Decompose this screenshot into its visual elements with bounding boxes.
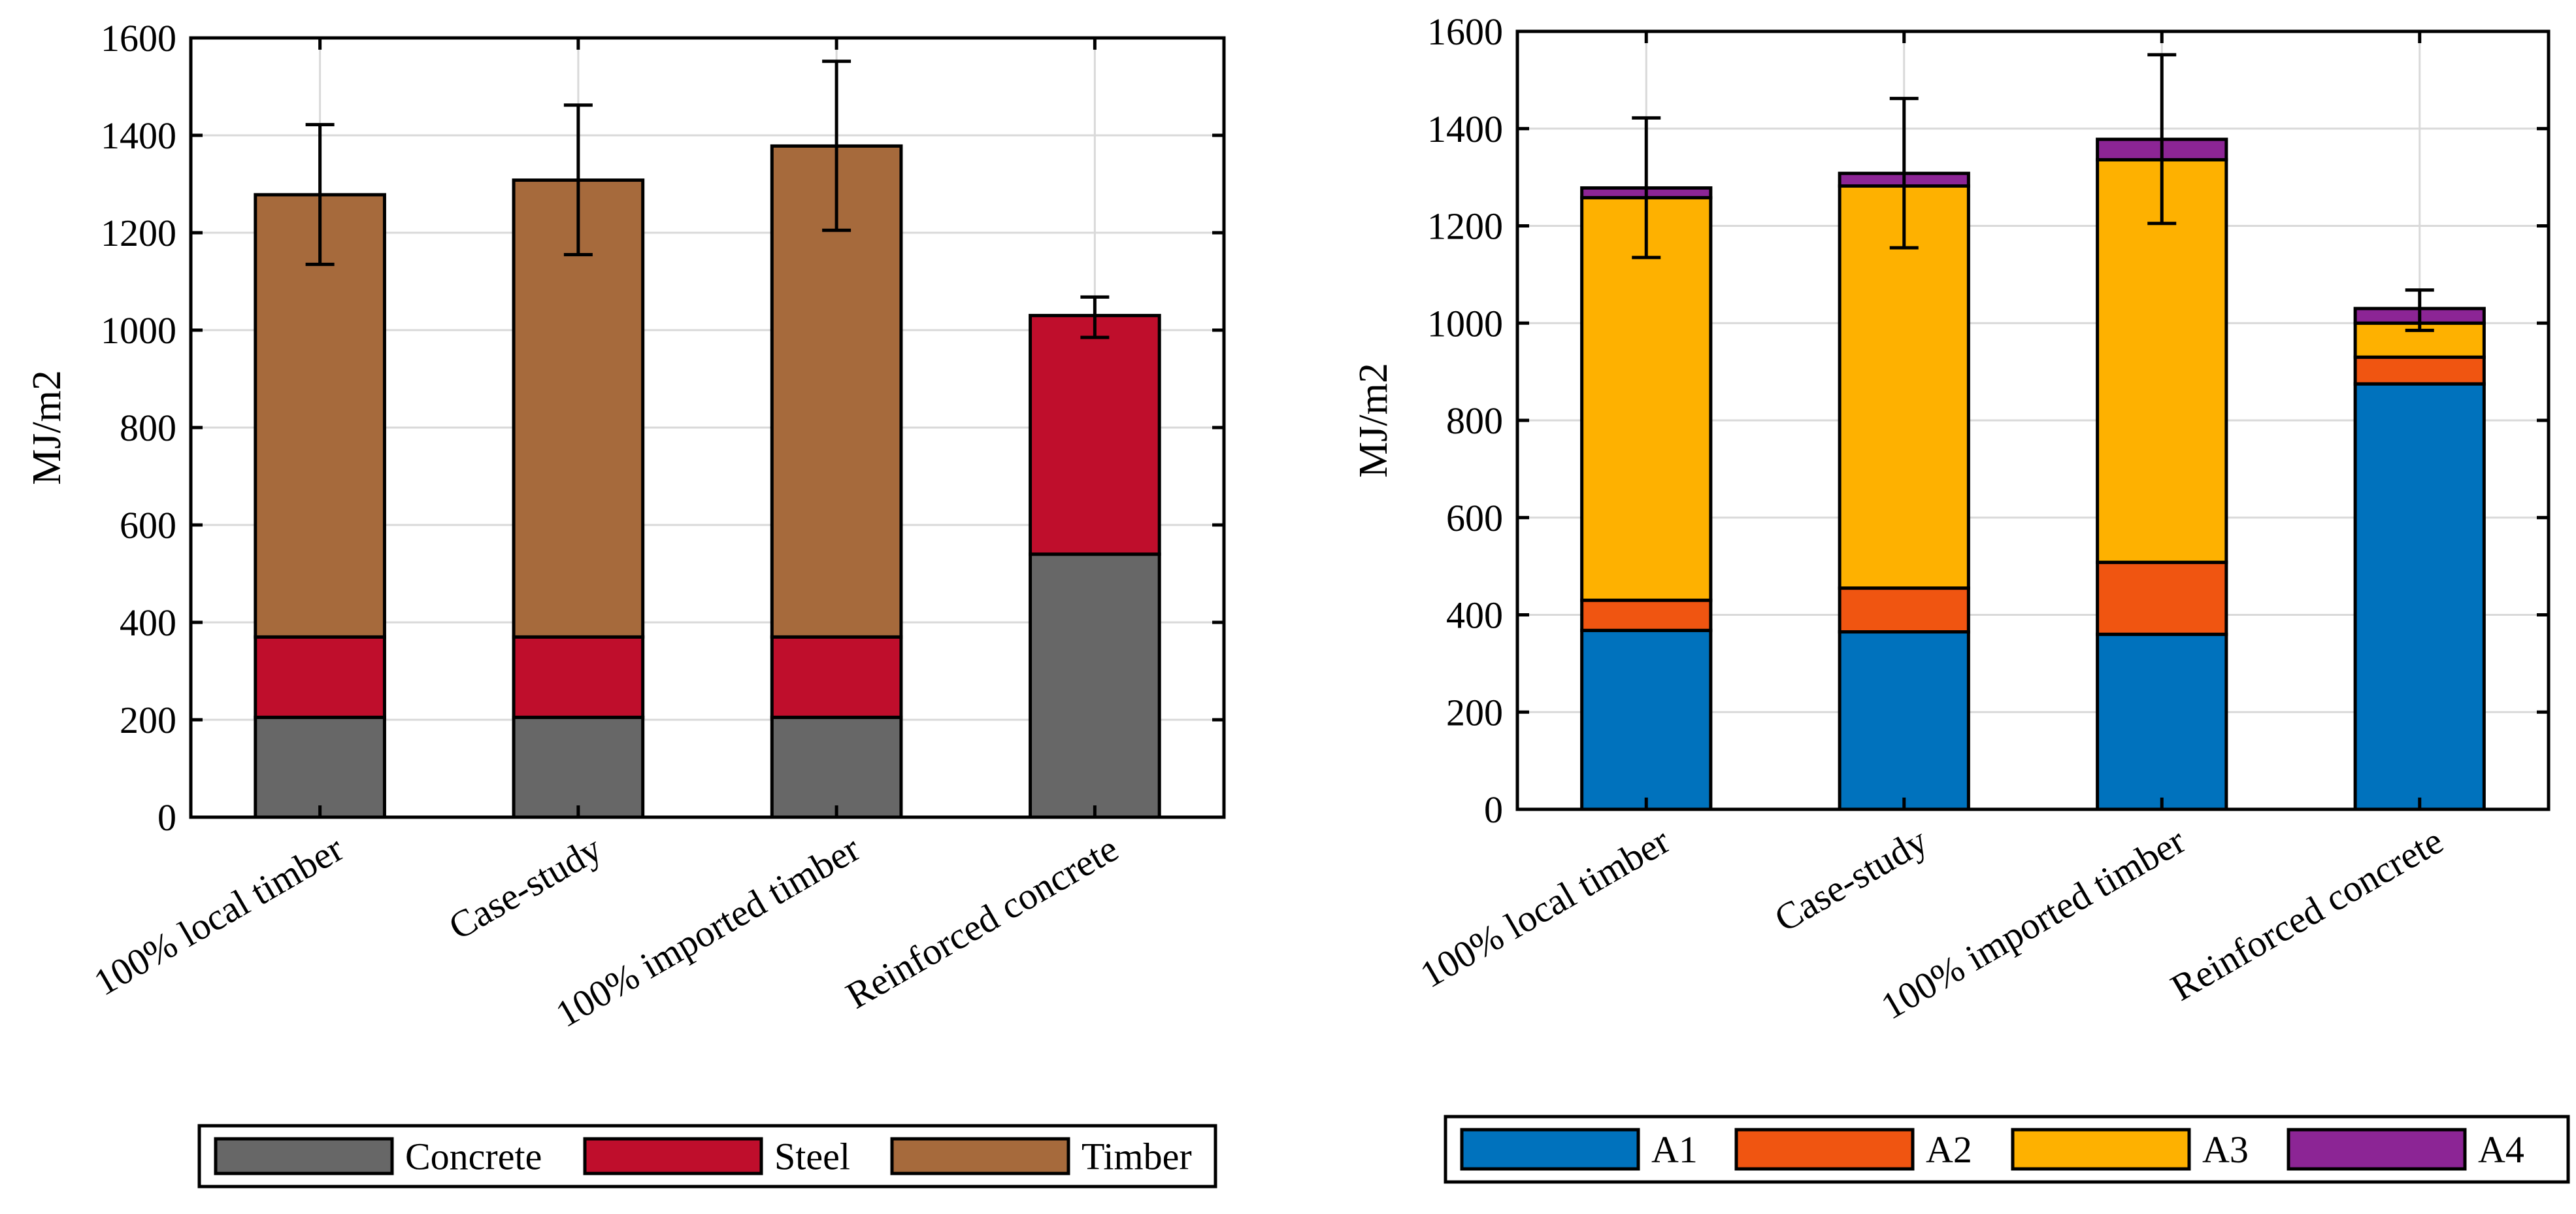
x-tick-label: 100% local timber: [87, 827, 351, 1004]
legend-label-a4: A4: [2478, 1128, 2524, 1171]
bar-a2: [1580, 598, 1713, 632]
bar-steel: [1029, 314, 1161, 556]
y-tick-label: 600: [120, 504, 176, 547]
legend-label-a2: A2: [1926, 1128, 1972, 1171]
chart-left: 0 200 400 600 800 1000 1200 1400 1600 100% local …: [25, 17, 1226, 1189]
legend-swatch-a4: [2287, 1128, 2467, 1171]
bar-a1: [1580, 628, 1713, 811]
y-axis-label: MJ/m2: [25, 370, 69, 485]
bar-concrete: [770, 715, 903, 819]
x-tick-label: 100% local timber: [1413, 819, 1677, 996]
legend-swatch-timber: [890, 1137, 1070, 1175]
bar-a2: [2096, 560, 2228, 636]
y-tick-label: 400: [1446, 594, 1503, 637]
legend-label-a1: A1: [1651, 1128, 1698, 1171]
legend-label-steel: Steel: [774, 1136, 850, 1178]
y-tick-label: 200: [1446, 691, 1503, 733]
y-tick-label: 400: [120, 601, 176, 644]
bar-steel: [512, 635, 645, 719]
y-tick-label: 1200: [101, 212, 176, 254]
y-tick-label: 1200: [1427, 205, 1503, 248]
chart-right: 0 200 400 600 800 1000 1200 1400 1600 100% local …: [1351, 10, 2570, 1184]
y-tick-label: 1400: [1427, 108, 1503, 150]
y-axis-label: MJ/m2: [1351, 363, 1396, 478]
y-tick-label: 800: [1446, 399, 1503, 442]
bar-a1: [2353, 382, 2486, 811]
y-tick-label: 1000: [101, 309, 176, 352]
legend-swatch-a3: [2011, 1128, 2191, 1171]
bar-a3: [1838, 184, 1970, 590]
x-tick-label: Reinforced concrete: [839, 827, 1125, 1017]
bar-a3: [2096, 158, 2228, 564]
legend-swatch-a1: [1460, 1128, 1640, 1171]
y-tick-label: 200: [120, 699, 176, 741]
legend-label-concrete: Concrete: [405, 1136, 542, 1178]
legend-label-a3: A3: [2202, 1128, 2249, 1171]
x-tick-label: Case-study: [442, 827, 609, 948]
legend-swatch-a2: [1734, 1128, 1915, 1171]
bar-concrete: [254, 715, 386, 819]
x-tick-label: Case-study: [1768, 819, 1935, 940]
y-tick-label: 1000: [1427, 302, 1503, 345]
x-tick-label: Reinforced concrete: [2164, 819, 2450, 1009]
bar-concrete: [1029, 552, 1161, 819]
bar-steel: [770, 635, 903, 719]
y-tick-label: 1400: [101, 114, 176, 157]
legend-label-timber: Timber: [1082, 1136, 1192, 1178]
y-tick-label: 800: [120, 407, 176, 449]
y-tick-label: 1600: [1427, 10, 1503, 53]
y-tick-label: 0: [1484, 788, 1503, 831]
bar-a1: [1838, 630, 1970, 811]
bar-concrete: [512, 715, 645, 819]
bar-a1: [2096, 632, 2228, 811]
y-tick-label: 1600: [101, 17, 176, 59]
bar-a2: [2353, 355, 2486, 386]
y-tick-label: 0: [157, 796, 176, 839]
y-tick-label: 600: [1446, 497, 1503, 539]
legend-swatch-concrete: [214, 1137, 394, 1175]
legend-swatch-steel: [583, 1137, 763, 1175]
bar-timber: [512, 178, 645, 639]
bar-timber: [254, 193, 386, 639]
bar-steel: [254, 635, 386, 719]
bar-a3: [1580, 195, 1713, 602]
bar-a2: [1838, 586, 1970, 634]
